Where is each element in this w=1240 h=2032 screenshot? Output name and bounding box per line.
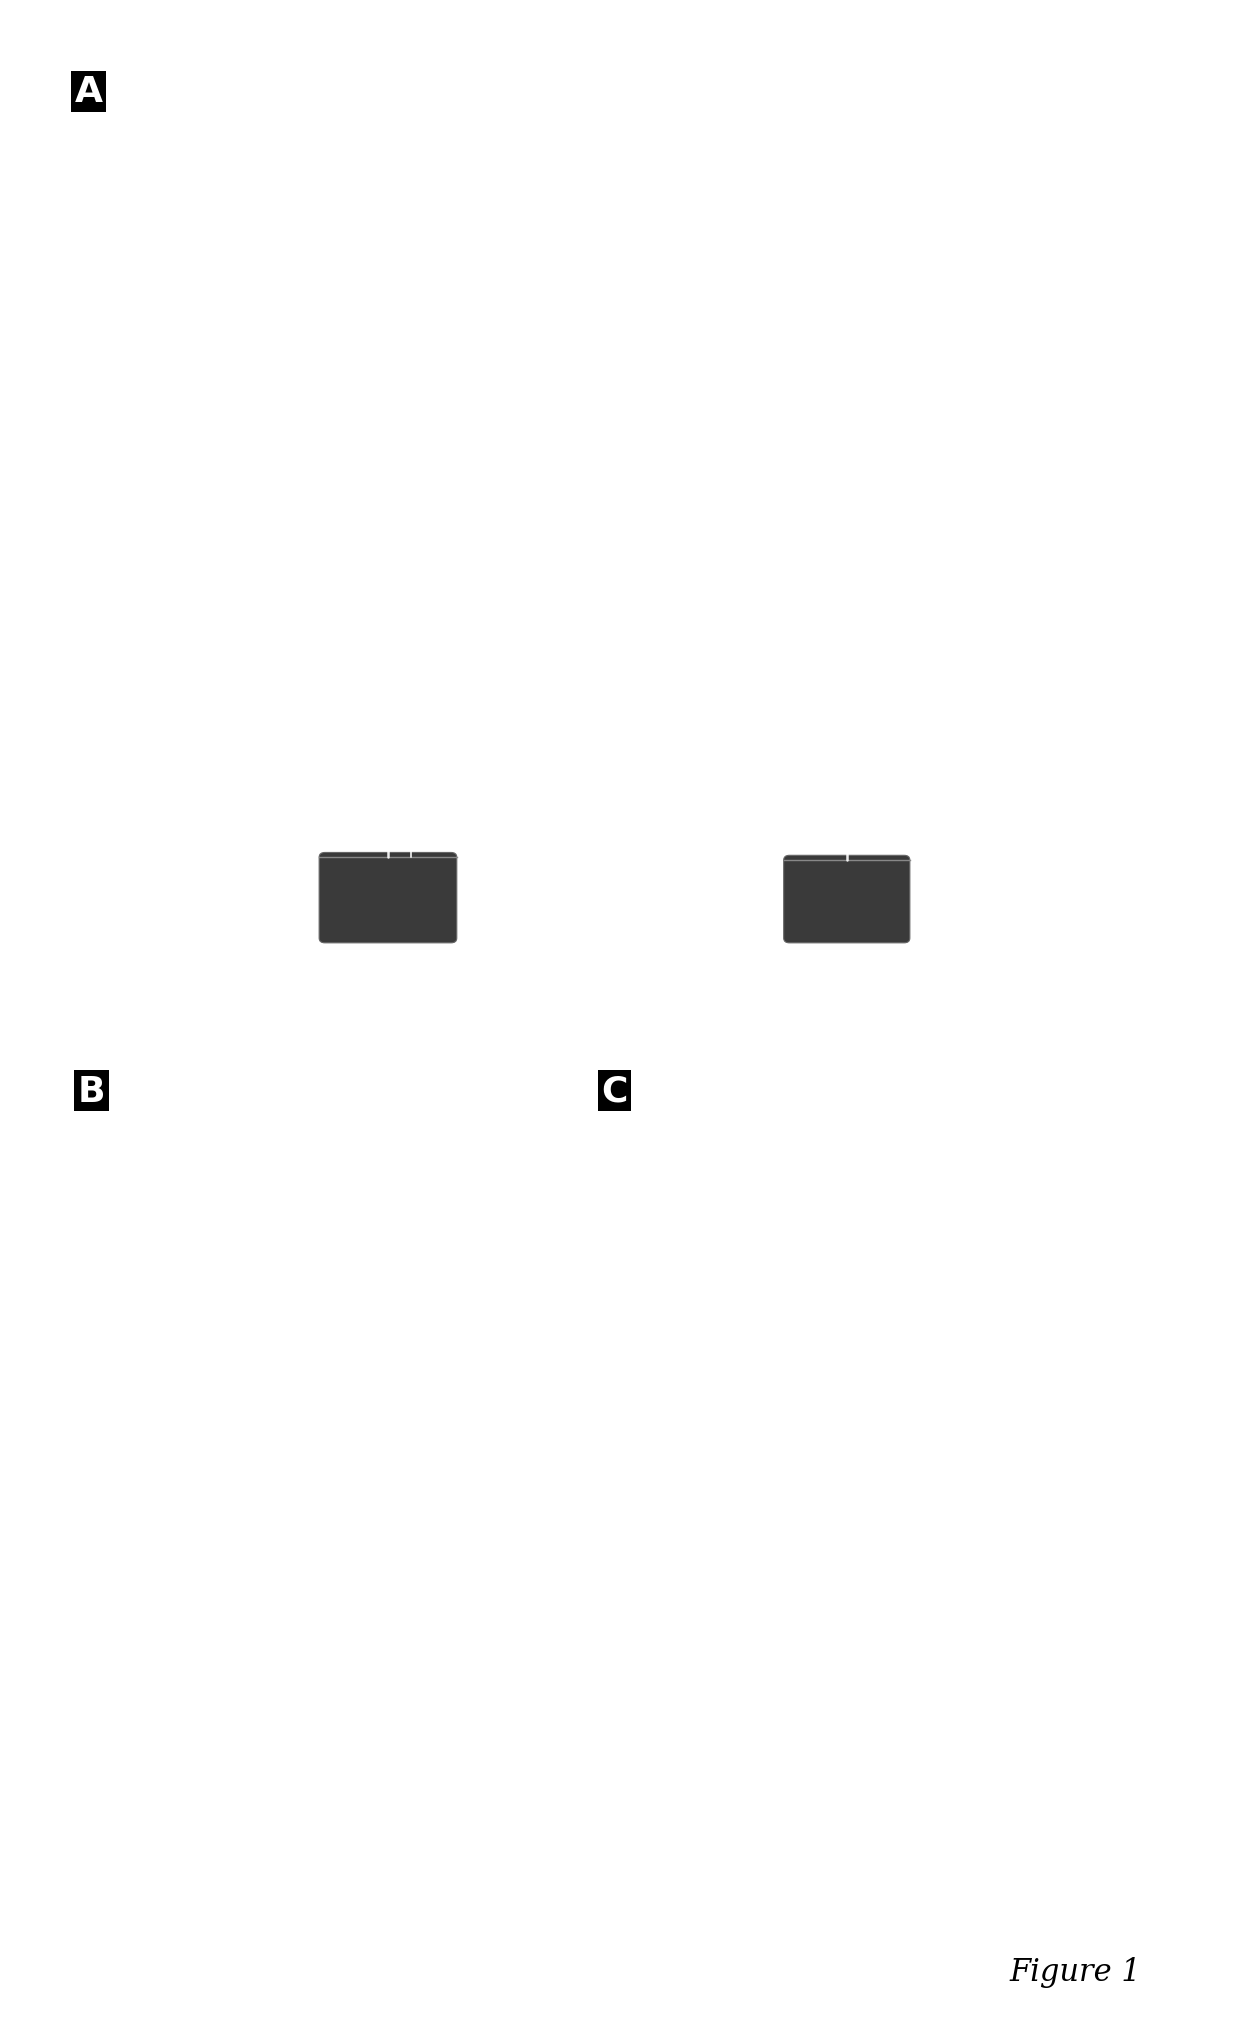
Text: Figure 1: Figure 1 bbox=[1009, 1957, 1141, 1987]
Text: A: A bbox=[74, 75, 103, 110]
FancyBboxPatch shape bbox=[319, 853, 456, 943]
FancyBboxPatch shape bbox=[784, 855, 910, 943]
Text: B: B bbox=[77, 1075, 105, 1107]
Text: C: C bbox=[601, 1075, 627, 1107]
